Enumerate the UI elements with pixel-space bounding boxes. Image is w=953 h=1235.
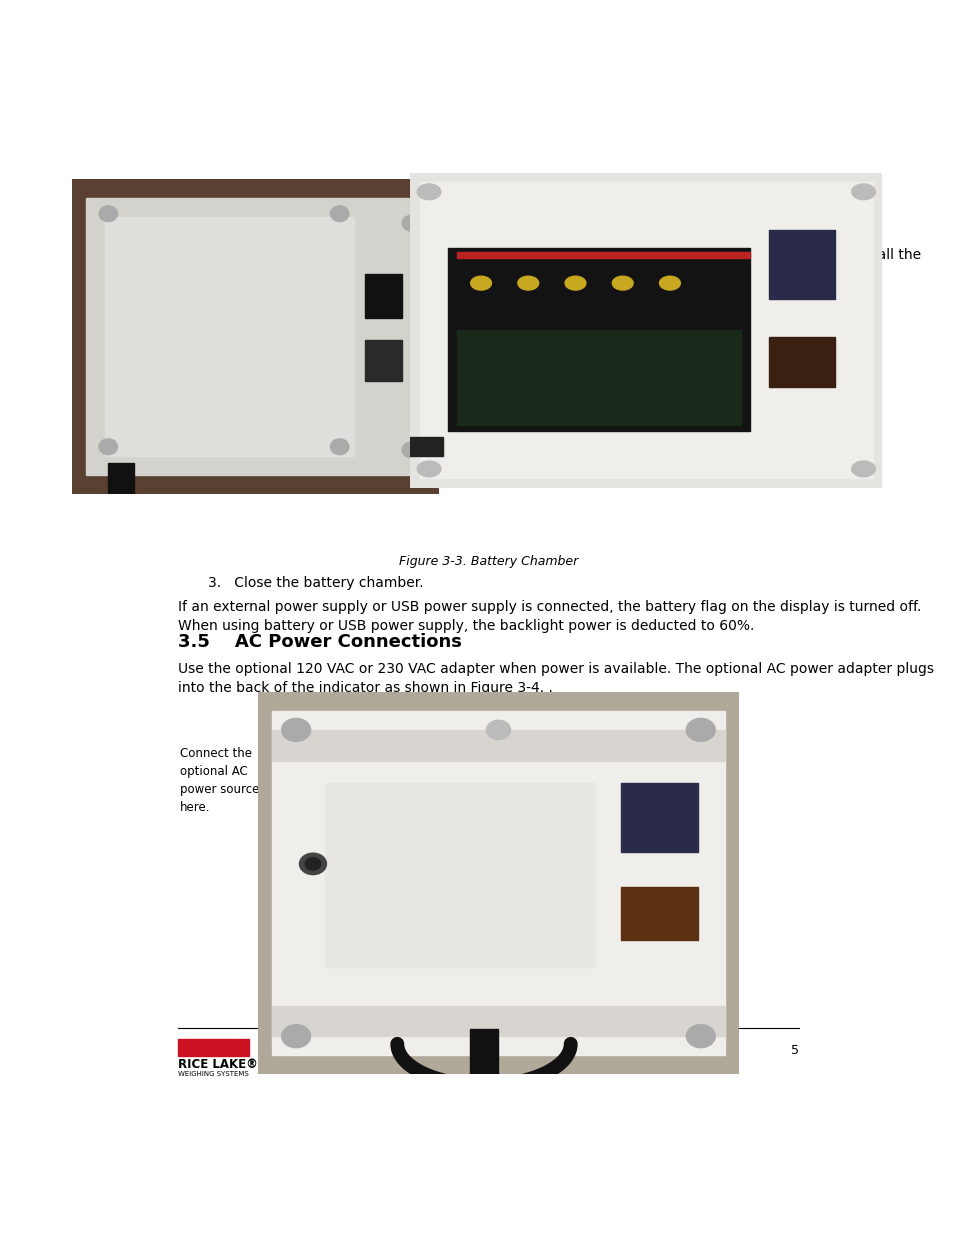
Bar <box>448 248 749 431</box>
Circle shape <box>659 277 679 290</box>
Bar <box>768 230 835 299</box>
Bar <box>365 274 401 317</box>
Circle shape <box>851 461 875 477</box>
Text: WEIGHING SYSTEMS: WEIGHING SYSTEMS <box>178 1071 249 1077</box>
Text: Connect the
optional AC
power source
here.: Connect the optional AC power source her… <box>180 747 259 814</box>
Text: If an external power supply or USB power supply is connected, the battery flag o: If an external power supply or USB power… <box>178 600 921 634</box>
Circle shape <box>330 438 349 454</box>
Bar <box>469 1029 497 1074</box>
Circle shape <box>99 438 117 454</box>
Text: Bariatric Handrail Scale Operation Manual - Scale Assembly: Bariatric Handrail Scale Operation Manua… <box>302 1044 675 1057</box>
Circle shape <box>416 184 440 200</box>
Bar <box>325 783 595 967</box>
Circle shape <box>612 277 633 290</box>
Bar <box>620 887 698 941</box>
Circle shape <box>299 853 326 874</box>
Circle shape <box>685 719 715 741</box>
Circle shape <box>401 215 420 231</box>
Text: The six AA batteries that come with the scale offer an average of 25 hours of co: The six AA batteries that come with the … <box>178 248 921 282</box>
Bar <box>108 463 133 494</box>
Circle shape <box>416 461 440 477</box>
Circle shape <box>281 1025 311 1047</box>
Circle shape <box>851 184 875 200</box>
Bar <box>178 1039 249 1056</box>
Bar <box>86 198 409 475</box>
Bar <box>768 337 835 387</box>
Circle shape <box>305 858 320 869</box>
Bar <box>272 1005 724 1036</box>
Circle shape <box>330 206 349 221</box>
Circle shape <box>685 1025 715 1047</box>
Circle shape <box>281 719 311 741</box>
Circle shape <box>401 442 420 458</box>
Circle shape <box>470 277 491 290</box>
Bar <box>410 437 443 457</box>
Circle shape <box>564 277 585 290</box>
Text: 3.4    Inserting Batteries: 3.4 Inserting Batteries <box>178 220 425 237</box>
Bar <box>105 217 354 456</box>
Bar <box>457 252 749 258</box>
Circle shape <box>517 277 538 290</box>
Bar <box>272 730 724 761</box>
Bar <box>457 331 740 425</box>
Text: RICE LAKE®: RICE LAKE® <box>178 1058 258 1071</box>
Text: Figure 3-3. Battery Chamber: Figure 3-3. Battery Chamber <box>399 556 578 568</box>
Text: 1.   Open the battery chamber cover by loosening the thumbscrew.: 1. Open the battery chamber cover by loo… <box>208 278 675 293</box>
Circle shape <box>486 720 510 740</box>
Bar <box>365 340 401 380</box>
Text: 3.   Close the battery chamber.: 3. Close the battery chamber. <box>208 576 423 590</box>
Text: Figure 3-4. Power Connection: Figure 3-4. Power Connection <box>396 997 580 1009</box>
Text: 2.   Insert batteries into the battery chamber as shown in Figure 3-3.: 2. Insert batteries into the battery cha… <box>208 295 683 310</box>
Text: 3.5    AC Power Connections: 3.5 AC Power Connections <box>178 634 462 651</box>
Bar <box>620 783 698 852</box>
Circle shape <box>99 206 117 221</box>
Text: Use the optional 120 VAC or 230 VAC adapter when power is available. The optiona: Use the optional 120 VAC or 230 VAC adap… <box>178 662 933 695</box>
Text: 5: 5 <box>791 1044 799 1057</box>
